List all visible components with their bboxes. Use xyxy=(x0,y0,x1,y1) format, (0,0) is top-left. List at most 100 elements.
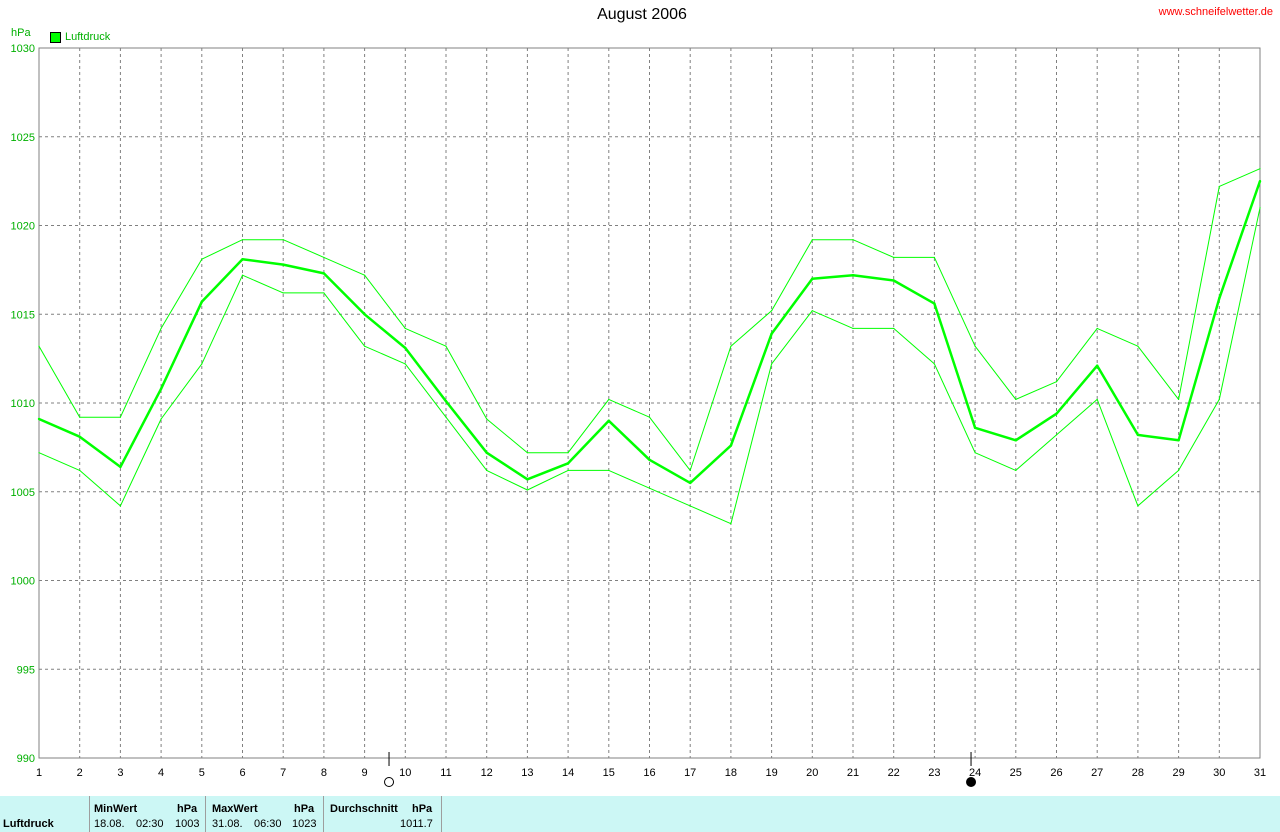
x-tick-label: 17 xyxy=(684,767,696,779)
data-point-max xyxy=(1259,168,1261,170)
data-point-max xyxy=(1015,398,1017,401)
data-point-mean xyxy=(566,462,570,465)
data-point-min xyxy=(282,292,284,294)
data-point-min xyxy=(1178,469,1180,472)
data-point-min xyxy=(1015,469,1017,472)
y-tick-label: 1020 xyxy=(11,221,35,233)
data-point-mean xyxy=(241,258,244,261)
x-tick-label: 24 xyxy=(969,767,981,779)
data-point-mean xyxy=(444,400,448,403)
x-tick-label: 6 xyxy=(239,767,245,779)
avg-unit: hPa xyxy=(412,803,433,815)
data-point-min xyxy=(893,327,895,330)
x-tick-label: 28 xyxy=(1132,767,1144,779)
data-point-mean xyxy=(485,451,488,454)
stats-max-cell: MaxWert hPa 31.08. 06:30 1023 xyxy=(206,796,324,832)
x-tick-label: 27 xyxy=(1091,767,1103,779)
data-point-mean xyxy=(1177,439,1180,442)
data-point-max xyxy=(486,418,488,420)
moon-phase-markers xyxy=(384,752,977,787)
legend-swatch xyxy=(50,31,61,43)
legend: Luftdruck xyxy=(50,31,110,43)
data-point-mean xyxy=(1258,179,1262,183)
data-point-min xyxy=(608,469,610,472)
data-point-min xyxy=(1259,207,1261,209)
data-point-max xyxy=(323,256,325,259)
data-point-mean xyxy=(933,302,936,305)
data-point-max xyxy=(893,256,895,259)
max-header: MaxWert xyxy=(212,803,258,815)
data-point-mean xyxy=(1014,439,1017,442)
min-time: 02:30 xyxy=(136,818,164,830)
x-tick-label: 1 xyxy=(36,767,42,779)
x-tick-label: 15 xyxy=(603,767,615,779)
y-axis-unit: hPa xyxy=(11,27,31,39)
min-value: 1003 xyxy=(175,818,200,830)
avg-header: Durchschnitt xyxy=(330,803,398,815)
data-point-max xyxy=(364,274,366,276)
chart-title: August 2006 xyxy=(597,6,687,23)
data-point-max xyxy=(1137,345,1139,347)
x-tick-label: 31 xyxy=(1254,767,1266,779)
data-point-mean xyxy=(892,279,895,282)
plot-frame xyxy=(38,47,1261,759)
x-tick-label: 18 xyxy=(725,767,737,779)
data-point-mean xyxy=(404,346,407,350)
data-point-max xyxy=(160,327,162,330)
data-point-min xyxy=(486,469,488,472)
x-tick-label: 7 xyxy=(280,767,286,779)
data-point-max xyxy=(1178,398,1180,401)
data-point-min xyxy=(730,523,732,525)
chart-series xyxy=(37,168,1262,525)
y-tick-label: 1015 xyxy=(11,309,35,321)
x-tick-label: 23 xyxy=(928,767,940,779)
data-point-max xyxy=(730,345,732,347)
y-tick-label: 995 xyxy=(17,664,35,676)
data-point-mean xyxy=(851,274,855,277)
max-value: 1023 xyxy=(292,818,317,830)
data-point-mean xyxy=(200,300,203,304)
data-point-max xyxy=(445,345,447,347)
x-tick-label: 12 xyxy=(481,767,493,779)
data-point-mean xyxy=(648,458,651,461)
data-point-mean xyxy=(363,313,366,316)
data-point-max xyxy=(404,327,406,330)
data-point-max xyxy=(119,416,121,418)
stats-row-label: Luftdruck xyxy=(0,796,90,832)
stats-min-cell: MinWert hPa 18.08. 02:30 1003 xyxy=(90,796,206,832)
data-point-min xyxy=(852,327,854,330)
data-point-mean xyxy=(159,387,163,390)
x-tick-label: 3 xyxy=(117,767,123,779)
x-tick-label: 4 xyxy=(158,767,164,779)
data-point-min xyxy=(1137,505,1139,507)
x-tick-label: 9 xyxy=(362,767,368,779)
data-point-mean xyxy=(119,465,122,469)
legend-label: Luftdruck xyxy=(65,31,111,43)
y-axis-ticks: 990 995 1000 1005 1010 1015 1020 1025 1030 xyxy=(11,43,35,765)
data-point-max xyxy=(933,256,936,259)
data-point-max xyxy=(38,345,40,347)
data-point-min xyxy=(1055,434,1058,436)
x-tick-label: 16 xyxy=(643,767,655,779)
data-point-min xyxy=(364,345,366,347)
site-link[interactable]: www.schneifelwetter.de xyxy=(1158,6,1273,18)
data-point-mean xyxy=(526,478,529,481)
x-tick-label: 20 xyxy=(806,767,818,779)
data-point-min xyxy=(445,416,447,418)
data-point-max xyxy=(974,345,976,347)
max-unit: hPa xyxy=(294,803,315,815)
data-point-max xyxy=(1055,381,1058,383)
x-tick-label: 10 xyxy=(399,767,411,779)
data-point-min xyxy=(1218,398,1220,401)
x-tick-label: 8 xyxy=(321,767,327,779)
x-tick-label: 11 xyxy=(440,767,451,779)
data-point-max xyxy=(1218,185,1220,188)
data-point-mean xyxy=(1136,433,1140,437)
data-point-mean xyxy=(689,481,692,485)
data-point-min xyxy=(404,363,406,365)
data-point-mean xyxy=(1218,297,1221,300)
x-tick-label: 13 xyxy=(521,767,533,779)
data-point-min xyxy=(974,452,976,454)
max-time: 06:30 xyxy=(254,818,282,830)
